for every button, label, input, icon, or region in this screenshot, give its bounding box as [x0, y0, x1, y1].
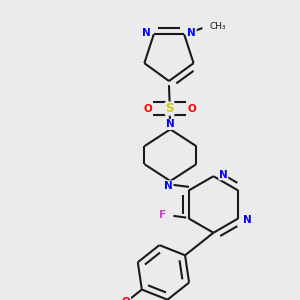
Text: N: N	[188, 28, 196, 38]
Text: N: N	[166, 119, 175, 130]
Text: O: O	[187, 103, 196, 114]
Text: S: S	[165, 102, 174, 115]
Text: N: N	[219, 170, 228, 180]
Text: O: O	[122, 297, 130, 300]
Text: N: N	[142, 28, 151, 38]
Text: N: N	[164, 181, 173, 191]
Text: O: O	[143, 103, 152, 114]
Text: F: F	[159, 210, 167, 220]
Text: N: N	[244, 215, 252, 225]
Text: CH₃: CH₃	[209, 22, 226, 31]
